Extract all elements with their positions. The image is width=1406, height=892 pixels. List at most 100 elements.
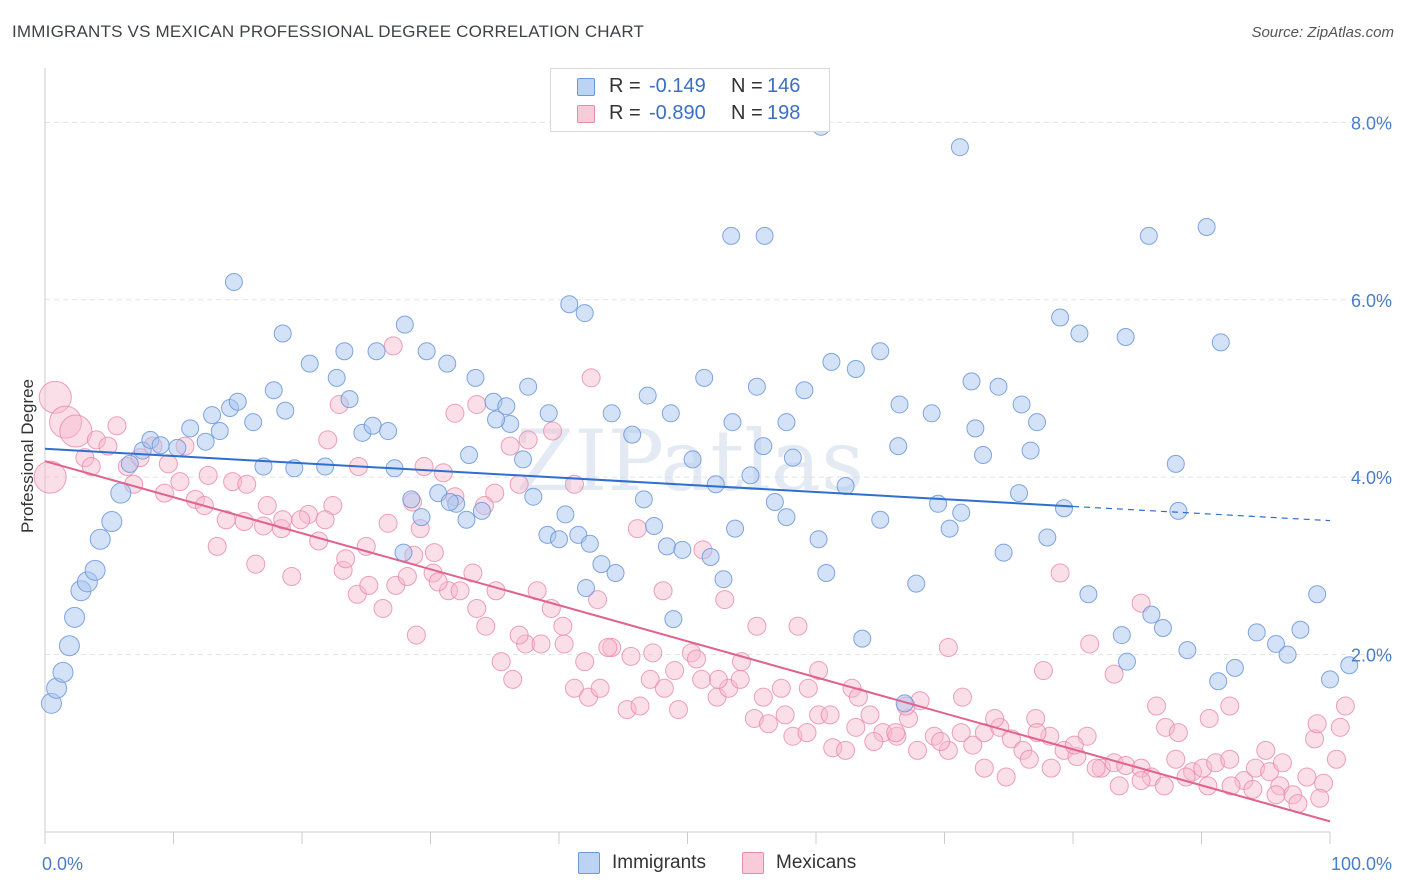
mexicans-point bbox=[333, 560, 353, 580]
immigrants-point bbox=[871, 342, 890, 361]
immigrants-point bbox=[1142, 605, 1161, 624]
mexicans-point bbox=[753, 687, 773, 707]
mexicans-point bbox=[1109, 776, 1129, 796]
immigrants-point bbox=[120, 454, 139, 473]
mexicans-point bbox=[564, 678, 584, 698]
mexicans-point bbox=[990, 717, 1010, 737]
immigrants-point bbox=[89, 528, 111, 550]
immigrants-point bbox=[168, 438, 187, 457]
mexicans-point bbox=[1245, 758, 1265, 778]
immigrants-point bbox=[460, 446, 479, 464]
mexicans-point bbox=[500, 436, 520, 456]
immigrants-point bbox=[777, 413, 796, 432]
immigrants-point bbox=[889, 437, 908, 456]
mexicans-point bbox=[257, 496, 277, 516]
immigrants-point bbox=[487, 410, 506, 429]
immigrants-point bbox=[638, 386, 657, 405]
mexicans-point bbox=[1330, 717, 1350, 737]
immigrants-trend-extension bbox=[1072, 505, 1331, 522]
mexicans-point bbox=[450, 581, 470, 601]
mexicans-point bbox=[318, 430, 338, 450]
immigrants-point bbox=[974, 446, 993, 464]
mexicans-point bbox=[467, 394, 487, 414]
mexicans-point bbox=[1335, 696, 1355, 716]
mexicans-point bbox=[309, 531, 329, 551]
immigrants-point bbox=[539, 404, 558, 423]
mexicans-point bbox=[246, 554, 266, 574]
mexicans-point bbox=[1064, 735, 1084, 755]
mexicans-point bbox=[924, 726, 944, 746]
mexicans-point bbox=[886, 723, 906, 743]
mexicans-point bbox=[476, 616, 496, 636]
immigrants-point bbox=[273, 324, 292, 343]
immigrants-point bbox=[754, 437, 773, 456]
immigrants-point bbox=[783, 448, 802, 467]
mexicans-point bbox=[1080, 634, 1100, 654]
immigrants-point bbox=[64, 606, 86, 628]
immigrants-point bbox=[524, 487, 543, 506]
immigrants-point bbox=[890, 395, 909, 414]
immigrants-point bbox=[747, 377, 766, 396]
mexicans-point bbox=[553, 616, 573, 636]
mexicans-point bbox=[715, 590, 735, 610]
immigrants-point bbox=[1112, 626, 1131, 645]
immigrants-point bbox=[950, 138, 969, 157]
immigrants-point bbox=[817, 563, 836, 582]
immigrants-point bbox=[1225, 658, 1244, 677]
y-axis-label: Professional Degree bbox=[18, 379, 37, 533]
mexicans-point bbox=[1116, 755, 1136, 775]
mexicans-point bbox=[98, 436, 118, 456]
source-label: Source: ZipAtlas.com bbox=[1251, 24, 1394, 41]
mexicans-point bbox=[788, 616, 808, 636]
mexicans-point bbox=[1326, 749, 1346, 769]
mexicans-point bbox=[1283, 785, 1303, 805]
immigrants-point bbox=[683, 450, 702, 469]
mexicans-point bbox=[467, 598, 487, 618]
mexicans-point bbox=[291, 510, 311, 530]
immigrants-point bbox=[550, 530, 568, 549]
mexicans-point bbox=[654, 678, 674, 698]
immigrants-point bbox=[335, 342, 354, 361]
mexicans-point bbox=[836, 740, 856, 760]
immigrants-point bbox=[623, 425, 642, 444]
legend-r-value: -0.149 bbox=[649, 75, 706, 97]
legend-n-value: 146 bbox=[767, 75, 801, 97]
mexicans-point bbox=[730, 669, 750, 689]
immigrants-point bbox=[645, 516, 664, 535]
immigrants-point bbox=[327, 368, 346, 387]
chart-title: IMMIGRANTS VS MEXICAN PROFESSIONAL DEGRE… bbox=[12, 22, 645, 41]
mexicans-point bbox=[846, 717, 866, 737]
mexicans-point bbox=[1256, 740, 1276, 760]
immigrants-point bbox=[363, 416, 382, 435]
mexicans-point bbox=[397, 567, 417, 587]
immigrants-point bbox=[276, 401, 295, 420]
immigrants-point bbox=[457, 510, 476, 529]
mexicans-point bbox=[575, 652, 595, 672]
immigrants-point bbox=[1267, 634, 1286, 653]
immigrants-point bbox=[210, 422, 229, 441]
mexicans-point bbox=[598, 637, 618, 657]
mexicans-point bbox=[49, 405, 83, 439]
immigrants-point bbox=[264, 381, 283, 400]
immigrants-point bbox=[1308, 585, 1327, 604]
immigrants-point bbox=[723, 413, 742, 432]
mexicans-point bbox=[315, 510, 335, 530]
immigrants-point bbox=[340, 390, 359, 409]
mexicans-point bbox=[974, 758, 994, 778]
mexicans-point bbox=[864, 732, 884, 752]
immigrants-point bbox=[922, 404, 941, 423]
mexicans-point bbox=[33, 460, 67, 494]
mexicans-legend-label: Mexicans bbox=[776, 852, 857, 873]
mexicans-point bbox=[564, 474, 584, 494]
mexicans-point bbox=[809, 661, 829, 681]
immigrants-point bbox=[497, 397, 516, 416]
mexicans-point bbox=[428, 572, 448, 592]
immigrants-point bbox=[1178, 641, 1197, 660]
immigrants-point bbox=[657, 537, 676, 556]
mexicans-point bbox=[809, 705, 829, 725]
legend-n-value: 198 bbox=[767, 102, 801, 124]
immigrants-point bbox=[1139, 226, 1158, 245]
immigrants-point bbox=[316, 457, 335, 476]
mexicans-point bbox=[1305, 729, 1325, 749]
mexicans-point bbox=[1086, 758, 1106, 778]
